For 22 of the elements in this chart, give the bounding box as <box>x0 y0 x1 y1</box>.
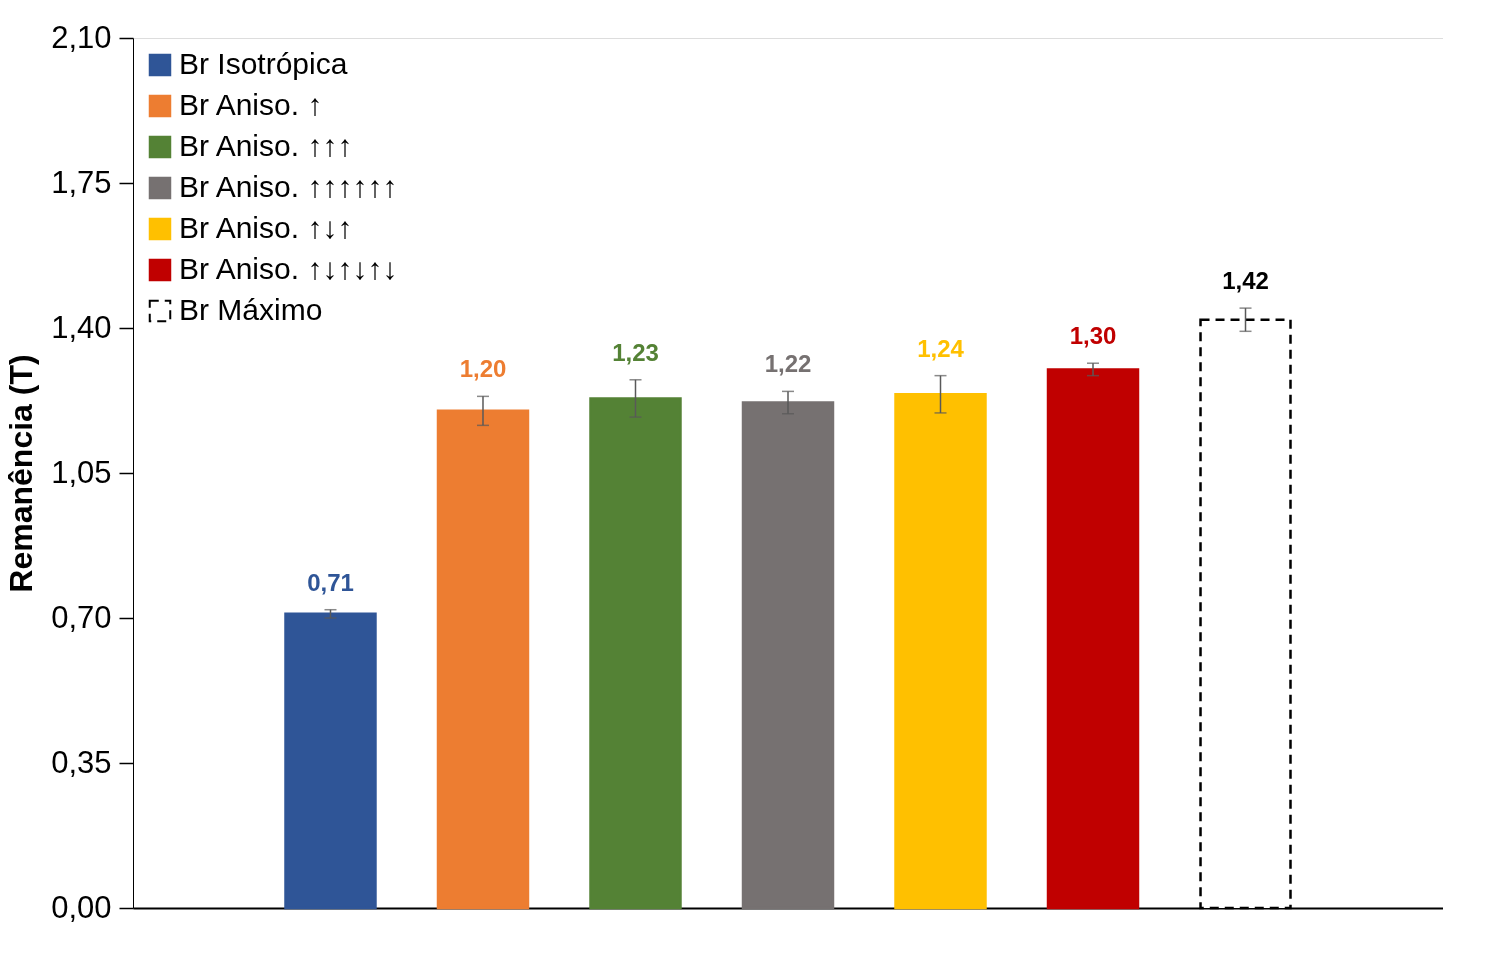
data-label: 1,24 <box>917 334 965 362</box>
legend-label: Br Isotrópica <box>179 47 348 80</box>
legend-label: Br Aniso. ↑↓↑↓↑↓ <box>179 252 398 285</box>
data-label: 1,22 <box>764 350 812 378</box>
y-tick-label: 1,40 <box>51 309 112 345</box>
data-label: 1,20 <box>459 355 507 383</box>
y-tick-label: 0,00 <box>51 889 112 925</box>
legend-label: Br Aniso. ↑↑↑↑↑↑ <box>179 170 398 203</box>
y-axis-title: Remanência (T) <box>3 354 40 593</box>
data-label: 1,30 <box>1069 322 1117 350</box>
y-tick-label: 2,10 <box>51 19 112 55</box>
data-label: 1,42 <box>1222 267 1269 295</box>
y-tick-label: 0,35 <box>51 744 112 780</box>
data-label: 0,71 <box>307 568 354 596</box>
y-tick-label: 0,70 <box>51 599 112 635</box>
y-tick-label: 1,75 <box>51 164 112 200</box>
legend-label: Br Máximo <box>179 293 323 326</box>
y-tick-label: 1,05 <box>51 454 112 490</box>
data-label: 1,23 <box>612 338 659 366</box>
legend-label: Br Aniso. ↑↓↑ <box>179 211 353 244</box>
legend-label: Br Aniso. ↑↑↑ <box>179 129 353 162</box>
legend-label: Br Aniso. ↑ <box>179 88 323 121</box>
